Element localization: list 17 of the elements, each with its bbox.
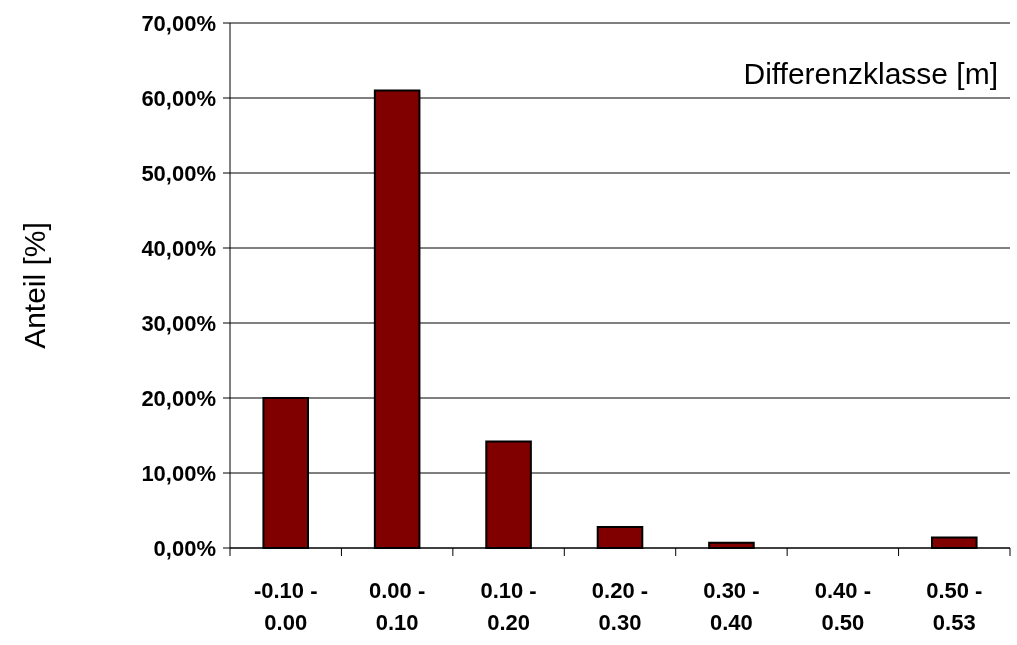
x-tick-label: 0.30 - 0.40 — [703, 578, 760, 635]
y-tick-label: 60,00% — [141, 85, 216, 111]
y-tick-label: 20,00% — [141, 385, 216, 411]
x-tick-label: 0.40 - 0.50 — [814, 578, 871, 635]
y-tick-label: 50,00% — [141, 160, 216, 186]
x-tick-label: -0.10 - 0.00 — [253, 578, 318, 635]
y-tick-label: 70,00% — [141, 10, 216, 36]
y-tick-label: 40,00% — [141, 235, 216, 261]
x-tick-label: 0.20 - 0.30 — [591, 578, 649, 635]
x-tick-label: 0.10 - 0.20 — [480, 578, 537, 635]
y-axis-title: Anteil [%] — [18, 222, 51, 349]
y-tick-label: 10,00% — [141, 460, 216, 486]
x-tick-label: 0.00 - 0.10 — [369, 578, 426, 635]
y-tick-label: 30,00% — [141, 310, 216, 336]
y-tick-label: 0,00% — [153, 535, 216, 561]
x-axis-title: Differenzklasse [m] — [743, 57, 998, 90]
x-tick-label: 0.50 - 0.53 — [926, 578, 983, 635]
